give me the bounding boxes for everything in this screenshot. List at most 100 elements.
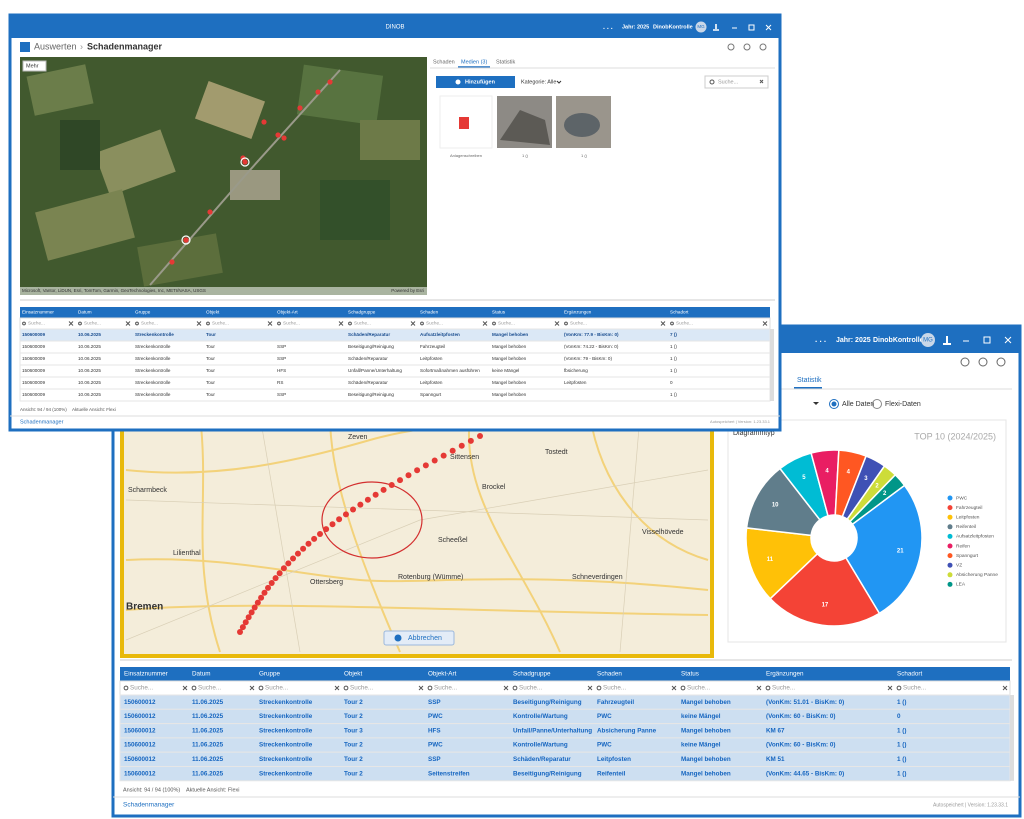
pie-slice xyxy=(848,473,906,526)
table-cell: Mangel behoben xyxy=(681,699,731,706)
clear-icon xyxy=(587,685,593,691)
bell-icon[interactable] xyxy=(713,24,719,31)
table-cell: Tour xyxy=(206,392,215,397)
maximize[interactable] xyxy=(748,24,755,31)
attribution-bar xyxy=(20,287,427,295)
clear-icon xyxy=(503,685,509,691)
radio-all[interactable] xyxy=(829,399,839,409)
table-cell: Spanngurt xyxy=(420,392,442,397)
dropdown-arrow[interactable] xyxy=(813,402,819,405)
clear-icon xyxy=(756,685,762,691)
legend-swatch xyxy=(947,495,953,501)
point xyxy=(275,132,281,138)
cancel-button[interactable] xyxy=(383,630,455,646)
maximize[interactable] xyxy=(983,336,991,344)
avatar[interactable] xyxy=(921,333,935,347)
point xyxy=(251,604,258,611)
damage-points xyxy=(169,79,333,265)
map-button[interactable] xyxy=(22,60,47,72)
footer-tab[interactable]: Schadenmanager xyxy=(20,419,64,425)
tab-active[interactable]: Medien (3) xyxy=(461,59,487,65)
point xyxy=(242,159,248,165)
media-item[interactable] xyxy=(439,95,493,149)
filter-input: Suche... xyxy=(265,685,288,692)
point xyxy=(261,589,268,596)
add-icon xyxy=(455,79,461,85)
slice-label: 5 xyxy=(802,475,806,481)
search-icon xyxy=(670,321,674,326)
tab[interactable]: Statistik xyxy=(496,59,516,65)
table-cell: keine Mängel xyxy=(492,368,519,373)
table-cell: SSP xyxy=(277,344,286,349)
layout-icon[interactable] xyxy=(996,357,1006,367)
scrollbar xyxy=(1010,695,1014,781)
filter-input: Suche... xyxy=(141,321,158,326)
close[interactable] xyxy=(1004,336,1012,344)
table-cell: Mangel behoben xyxy=(681,770,731,777)
point xyxy=(336,516,343,523)
table-cell: Tour 2 xyxy=(344,713,363,720)
legend-swatch xyxy=(947,581,953,587)
filter-input: Suche... xyxy=(212,321,229,326)
avatar-initials: MG xyxy=(923,338,933,344)
filter-input: Suche... xyxy=(603,685,626,692)
table-cell: 10.06.2025 xyxy=(78,356,101,361)
map-label: Tostedt xyxy=(545,449,568,456)
table-cell: 11.06.2025 xyxy=(192,770,224,777)
add-button[interactable] xyxy=(436,76,515,88)
table-cell: 150600009 xyxy=(22,356,45,361)
table-cell: Tour 2 xyxy=(344,770,363,777)
search-icon xyxy=(348,321,352,326)
point xyxy=(405,472,412,479)
window-medien: DINOB . . . Jahr: 2025 DinobKontrolle MG… xyxy=(8,13,782,432)
media-caption: 1 () xyxy=(581,153,588,158)
table-cell: Streckenkontrolle xyxy=(135,368,171,373)
legend-label: Reifen xyxy=(956,543,970,549)
column-header: Einsatznummer xyxy=(124,671,168,678)
map-label: Schneverdingen xyxy=(572,574,623,581)
help-icon[interactable] xyxy=(960,357,970,367)
clear-icon xyxy=(762,321,768,326)
clear-icon xyxy=(334,685,340,691)
slice-label: 11 xyxy=(767,557,774,563)
layout-icon[interactable] xyxy=(759,43,767,51)
filter-input: Suche... xyxy=(426,321,443,326)
table-cell: SSP xyxy=(428,699,441,706)
filter-input: Suche... xyxy=(676,321,693,326)
user: DinobKontrolle xyxy=(653,24,693,30)
column-header: Schaden xyxy=(597,671,622,678)
slice-label: 3 xyxy=(864,476,868,482)
table-cell: PWC xyxy=(597,742,612,749)
slice-label: 17 xyxy=(822,602,829,608)
help-icon[interactable] xyxy=(727,43,735,51)
footer-count: Ansicht: 94 / 94 (100%) xyxy=(20,407,67,412)
table-cell: Leitpfosten xyxy=(597,756,631,763)
legend-label: Reifenteil xyxy=(956,524,976,530)
highlight-area xyxy=(321,481,423,559)
point xyxy=(183,237,189,243)
table-cell: 0 xyxy=(670,380,673,385)
road xyxy=(149,69,341,286)
clear-icon xyxy=(1002,685,1008,691)
slice-label: 4 xyxy=(825,468,829,474)
table-cell: Beseitigung/Reinigung xyxy=(348,392,394,397)
search-box[interactable] xyxy=(704,75,769,89)
tab[interactable]: Statistik xyxy=(797,377,822,384)
settings-icon[interactable] xyxy=(978,357,988,367)
roads xyxy=(125,415,709,653)
table-cell: 11.06.2025 xyxy=(192,713,224,720)
slice-label: 21 xyxy=(897,549,904,555)
bell-icon[interactable] xyxy=(943,336,951,345)
point xyxy=(276,570,283,577)
settings-icon[interactable] xyxy=(743,43,751,51)
radio-flexi[interactable] xyxy=(872,399,882,409)
point xyxy=(297,105,303,111)
footer-tab[interactable]: Schadenmanager xyxy=(123,802,175,809)
map-label: Ottersberg xyxy=(310,579,343,586)
close[interactable] xyxy=(765,24,772,31)
chart-type[interactable]: Diagrammtyp xyxy=(733,430,775,437)
category-select[interactable]: Kategorie: Alle xyxy=(521,79,556,85)
tab[interactable]: Schaden xyxy=(433,59,455,65)
breadcrumb-root[interactable]: Auswerten xyxy=(34,41,77,51)
avatar[interactable] xyxy=(695,21,707,33)
